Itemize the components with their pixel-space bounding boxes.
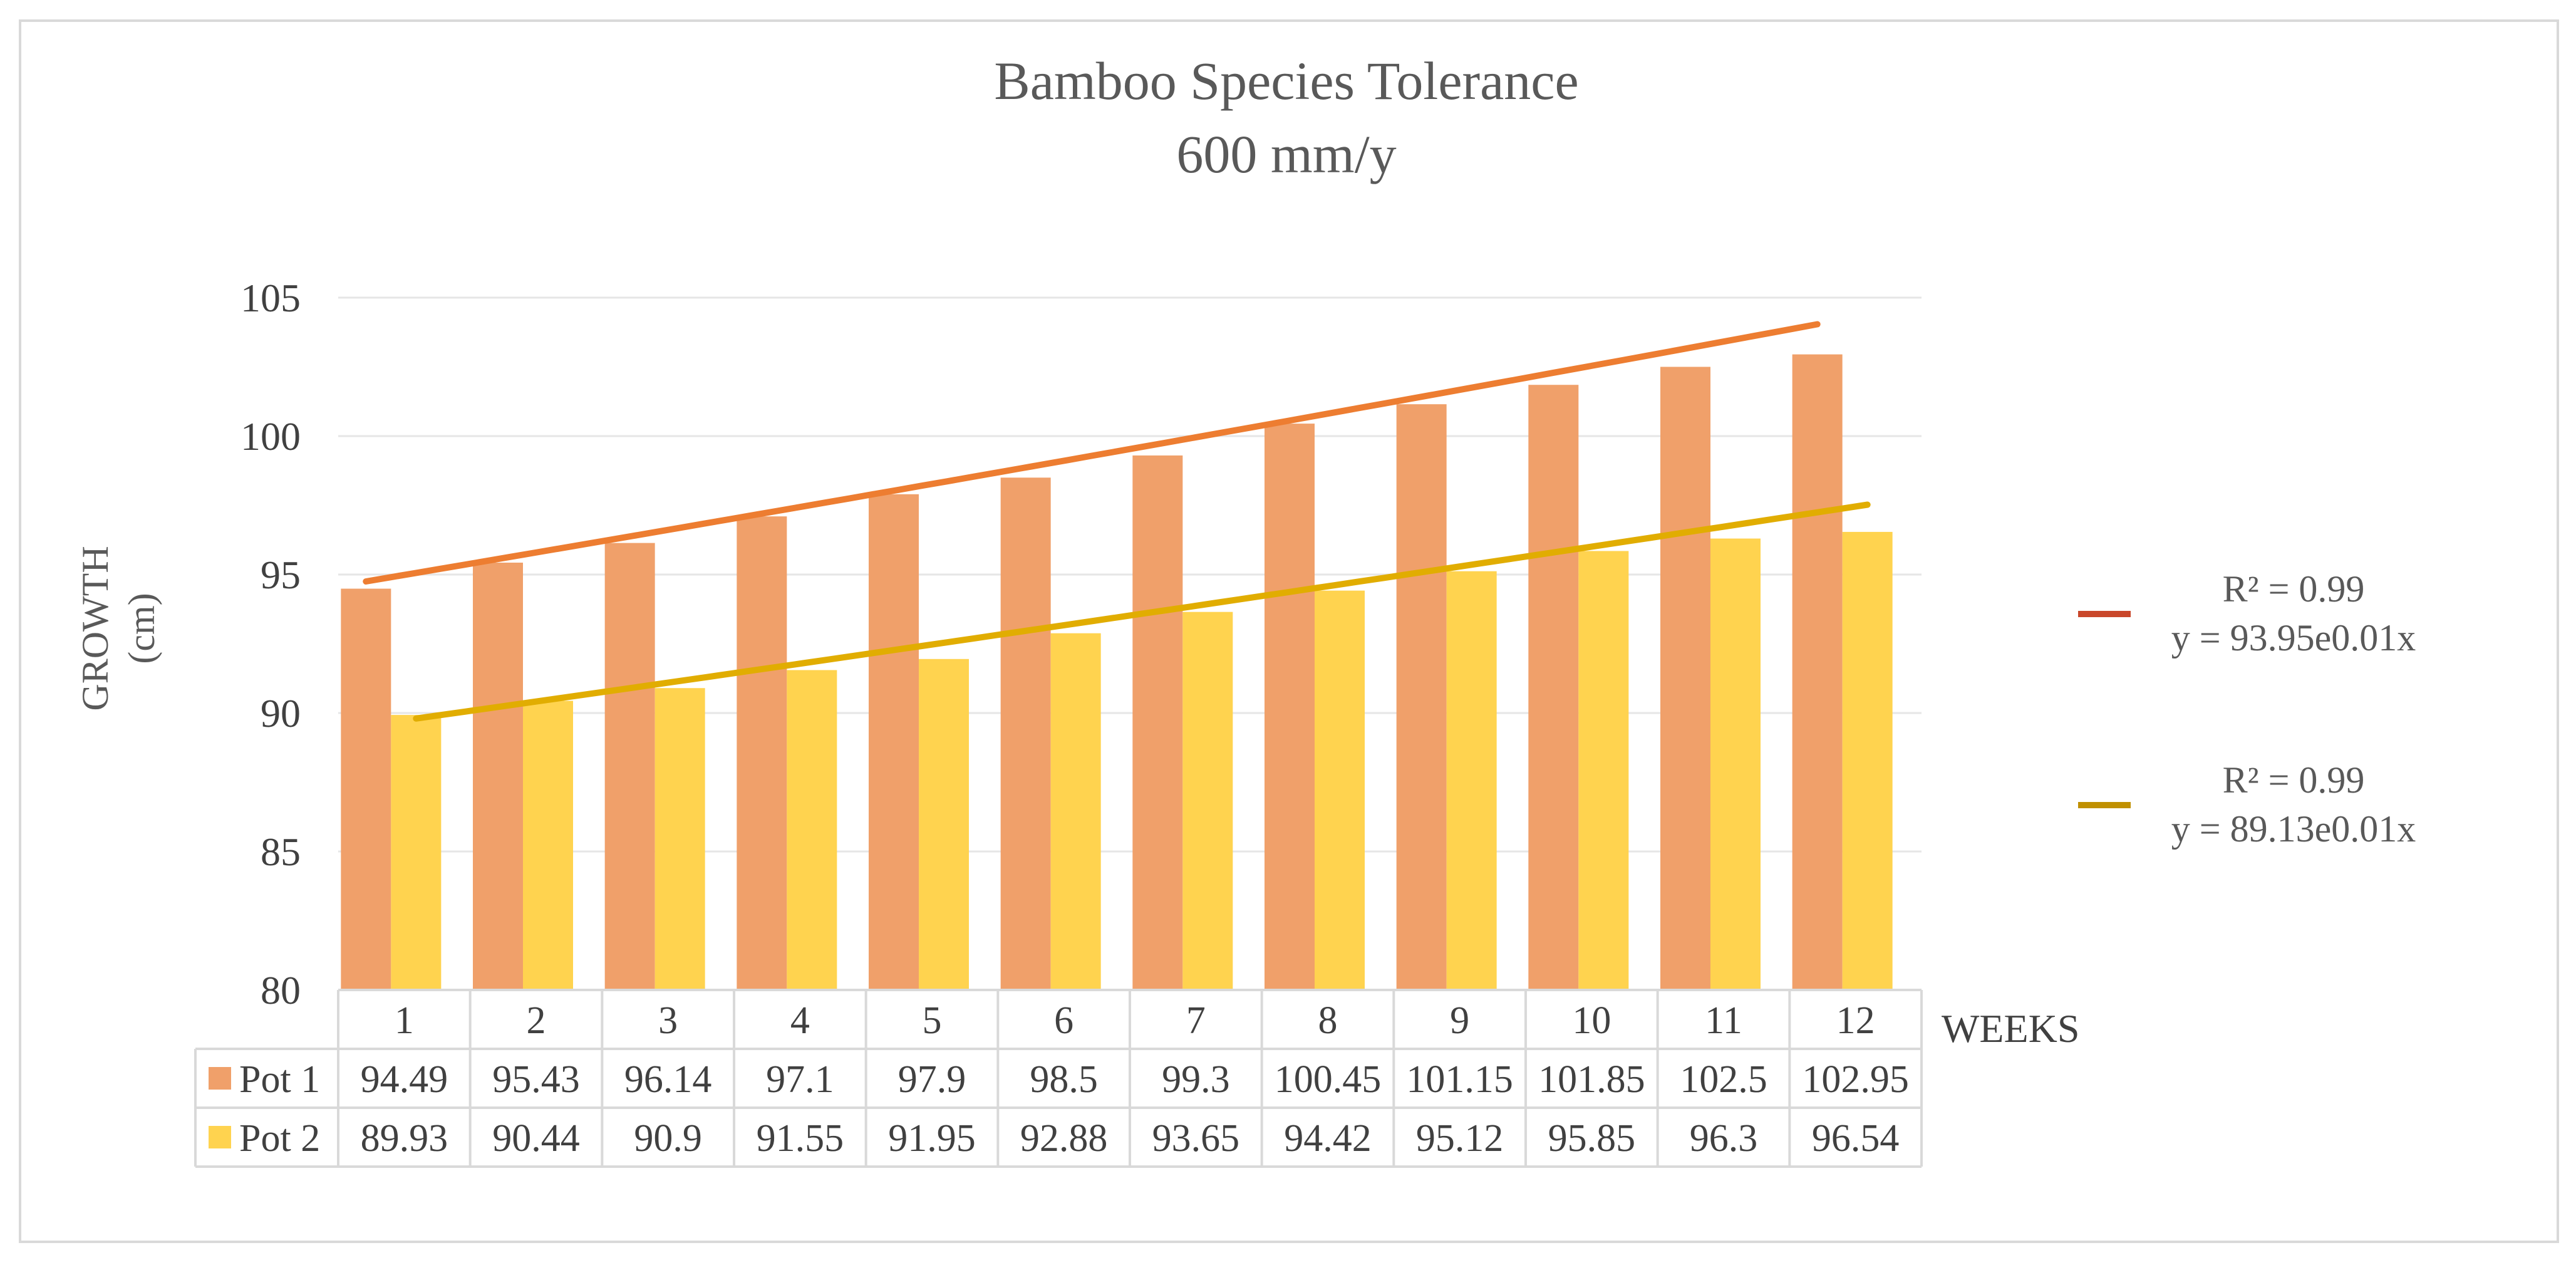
table-value: 96.14 [624, 1058, 712, 1101]
table-value: 98.5 [1030, 1058, 1098, 1101]
legend-r2: R² = 0.99 [2223, 568, 2365, 610]
y-tick-label: 85 [261, 830, 301, 874]
bar-pot-2 [654, 688, 705, 990]
y-tick-label: 80 [261, 968, 301, 1013]
bar-pot-1 [1000, 477, 1051, 990]
bar-pot-2 [1710, 538, 1761, 990]
table-value: 101.85 [1538, 1058, 1645, 1101]
y-tick-label: 90 [261, 691, 301, 736]
chart-subtitle: 600 mm/y [1176, 124, 1396, 184]
table-category: 1 [395, 999, 414, 1042]
bar-pot-2 [787, 670, 837, 990]
legend-r2: R² = 0.99 [2223, 759, 2365, 801]
bar-pot-1 [737, 516, 787, 990]
bar-pot-1 [1660, 367, 1710, 990]
table-category: 9 [1450, 999, 1469, 1042]
table-value: 95.85 [1548, 1117, 1636, 1160]
table-category: 4 [790, 999, 810, 1042]
table-category: 3 [658, 999, 678, 1042]
y-tick-label: 100 [241, 414, 301, 459]
table-value: 89.93 [361, 1117, 448, 1160]
y-axis-title: GROWTH (cm) [75, 546, 162, 711]
table-value: 97.9 [898, 1058, 966, 1101]
bar-pot-1 [1132, 455, 1183, 990]
table-value: 91.55 [757, 1117, 844, 1160]
bars [341, 354, 1893, 990]
table-value: 93.65 [1152, 1117, 1240, 1160]
bar-pot-1 [604, 543, 655, 990]
trendline-pot-2 [413, 501, 1871, 722]
table-series-name: Pot 2 [239, 1117, 320, 1160]
table-value: 96.54 [1812, 1117, 1900, 1160]
bar-pot-1 [473, 562, 523, 990]
table-value: 91.95 [888, 1117, 976, 1160]
table-value: 100.45 [1275, 1058, 1382, 1101]
table-category: 12 [1836, 999, 1875, 1042]
bar-pot-1 [341, 588, 391, 990]
trendlines [363, 321, 1871, 722]
bar-pot-2 [919, 659, 969, 990]
table-value: 102.5 [1680, 1058, 1767, 1101]
bar-pot-1 [1265, 424, 1315, 990]
table-value: 95.43 [492, 1058, 580, 1101]
trendline-pot-1 [363, 321, 1821, 585]
table-value: 90.44 [492, 1117, 580, 1160]
gridlines [338, 296, 1922, 853]
table-value: 101.15 [1406, 1058, 1513, 1101]
y-axis-unit: (cm) [121, 593, 162, 664]
bar-pot-1 [1528, 385, 1579, 990]
table-category: 11 [1705, 999, 1742, 1042]
table-value: 102.95 [1802, 1058, 1909, 1101]
bar-pot-2 [1842, 531, 1893, 990]
x-axis-label: WEEKS [1942, 1006, 2079, 1051]
table-legend-key [209, 1067, 231, 1090]
chart-title: Bamboo Species Tolerance [994, 51, 1578, 111]
bar-pot-1 [869, 494, 919, 990]
table-value: 96.3 [1690, 1117, 1758, 1160]
table-category: 10 [1572, 999, 1611, 1042]
bar-pot-2 [1050, 633, 1101, 990]
table-value: 99.3 [1162, 1058, 1230, 1101]
table-value: 94.42 [1284, 1117, 1372, 1160]
table-value: 94.49 [361, 1058, 448, 1101]
bar-pot-1 [1792, 354, 1843, 990]
bar-pot-1 [1396, 404, 1447, 990]
table-value: 95.12 [1416, 1117, 1504, 1160]
legend-equation: y = 89.13e0.01x [2171, 808, 2416, 850]
table-legend-key [209, 1126, 231, 1148]
table-category: 6 [1054, 999, 1073, 1042]
legend-equation: y = 93.95e0.01x [2171, 617, 2416, 659]
table-value: 92.88 [1020, 1117, 1108, 1160]
table-value: 90.9 [634, 1117, 702, 1160]
bar-pot-2 [1182, 612, 1233, 990]
y-tick-label: 95 [261, 553, 301, 597]
bar-pot-2 [1315, 590, 1365, 990]
y-tick-label: 105 [241, 276, 301, 320]
table-category: 8 [1318, 999, 1338, 1042]
bar-pot-2 [1578, 551, 1629, 990]
table-series-name: Pot 1 [239, 1058, 320, 1101]
y-tick-labels: 80 85 90 95 100 105 [241, 276, 301, 1013]
bar-pot-2 [523, 700, 573, 990]
table-category: 5 [923, 999, 942, 1042]
table-category: 7 [1186, 999, 1206, 1042]
y-axis-label: GROWTH [75, 546, 116, 711]
bar-pot-2 [391, 715, 442, 990]
bar-pot-2 [1446, 571, 1497, 990]
table-value: 97.1 [766, 1058, 834, 1101]
legend: R² = 0.99 y = 93.95e0.01x R² = 0.99 y = 89.… [2078, 568, 2416, 850]
table-category: 2 [527, 999, 546, 1042]
